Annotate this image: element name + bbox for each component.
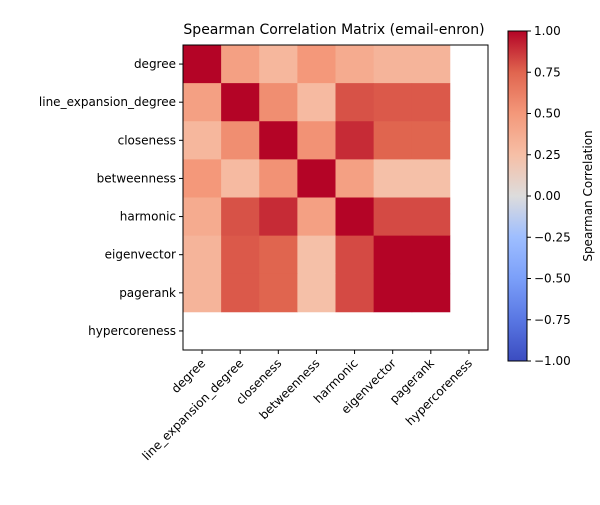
heatmap-cell: [335, 235, 375, 275]
heatmap-cell: [373, 83, 413, 122]
colorbar-tick-label: 1.00: [534, 24, 561, 38]
colorbar: [507, 30, 528, 362]
heatmap-cell: [373, 45, 413, 84]
heatmap-cell: [259, 159, 298, 198]
heatmap-cell: [183, 235, 222, 275]
heatmap-cell: [373, 235, 413, 275]
heatmap-cell: [335, 83, 375, 122]
colorbar-tick-label: −0.25: [534, 230, 571, 244]
heatmap-cell: [221, 45, 260, 84]
colorbar-tick-label: 0.50: [534, 107, 561, 121]
colorbar-tick-label: −0.50: [534, 272, 571, 286]
colorbar-tick-label: 0.00: [534, 189, 561, 203]
heatmap-cell: [183, 121, 222, 160]
chart-title: Spearman Correlation Matrix (email-enron…: [183, 22, 484, 38]
heatmap-cell: [221, 235, 260, 275]
heatmap-cell: [259, 121, 298, 160]
heatmap-cells: [183, 45, 451, 313]
heatmap-cell: [335, 273, 375, 313]
heatmap-cell: [411, 159, 451, 198]
colorbar-ticks: 1.00 0.75 0.50 0.25 0.00 −0.25 −0.50 −0.75 −1.00: [527, 24, 571, 368]
heatmap-cell: [297, 197, 336, 237]
heatmap-cell: [411, 273, 451, 313]
heatmap-cell: [411, 83, 451, 122]
colorbar-label: Spearman Correlation: [581, 130, 595, 261]
heatmap-cell: [183, 273, 222, 313]
heatmap-cell: [259, 197, 298, 237]
heatmap-cell: [297, 121, 336, 160]
heatmap-cell: [221, 159, 260, 198]
heatmap-cell: [183, 197, 222, 237]
y-axis-ticks: degree line_expansion_degree closeness betw…: [39, 57, 183, 338]
y-tick-label: closeness: [118, 133, 176, 147]
heatmap-cell: [183, 159, 222, 198]
colorbar-tick-label: −0.75: [534, 313, 571, 327]
heatmap-cell: [183, 45, 222, 84]
heatmap-cell: [221, 83, 260, 122]
y-tick-label: line_expansion_degree: [39, 95, 176, 109]
heatmap-cell: [335, 121, 375, 160]
y-tick-label: hypercoreness: [88, 324, 176, 338]
y-tick-label: betweenness: [97, 171, 176, 185]
colorbar-tick-label: 0.75: [534, 65, 561, 79]
heatmap-cell: [411, 121, 451, 160]
heatmap-cell: [259, 273, 298, 313]
y-tick-label: pagerank: [119, 286, 176, 300]
heatmap-cell: [221, 197, 260, 237]
heatmap-cell: [373, 121, 413, 160]
heatmap-cell: [297, 273, 336, 313]
heatmap-cell: [259, 45, 298, 84]
heatmap-cell: [411, 197, 451, 237]
plot-frame: [182, 44, 489, 351]
heatmap-cell: [221, 121, 260, 160]
x-axis-ticks: degreeline_expansion_degreeclosenessbetw…: [139, 350, 475, 463]
heatmap-cell: [183, 83, 222, 122]
heatmap-cell: [335, 197, 375, 237]
heatmap-cell: [297, 83, 336, 122]
heatmap-cell: [411, 235, 451, 275]
heatmap-cell: [259, 235, 298, 275]
heatmap-cell: [335, 159, 375, 198]
heatmap-cell: [259, 83, 298, 122]
heatmap-cell: [297, 159, 336, 198]
y-tick-label: degree: [134, 57, 176, 71]
x-tick-label: hypercoreness: [403, 356, 475, 428]
heatmap-cell: [297, 235, 336, 275]
heatmap-cell: [297, 45, 336, 84]
heatmap-cell: [373, 273, 413, 313]
heatmap-cell: [373, 159, 413, 198]
heatmap-cell: [411, 45, 451, 84]
y-tick-label: eigenvector: [105, 248, 176, 262]
heatmap-cell: [221, 273, 260, 313]
heatmap-cell: [373, 197, 413, 237]
colorbar-tick-label: 0.25: [534, 148, 561, 162]
y-tick-label: harmonic: [120, 210, 176, 224]
colorbar-tick-label: −1.00: [534, 354, 571, 368]
heatmap-cell: [335, 45, 375, 84]
